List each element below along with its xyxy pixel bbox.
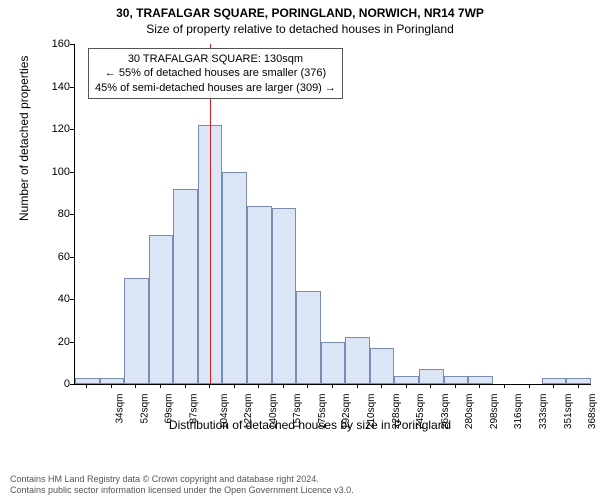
y-tick-mark — [70, 87, 74, 88]
histogram-bar — [100, 378, 125, 384]
x-tick-mark — [135, 384, 136, 388]
x-tick-label: 368sqm — [587, 394, 598, 430]
histogram-bar — [222, 172, 247, 385]
y-tick-mark — [70, 342, 74, 343]
histogram-bar — [394, 376, 419, 385]
histogram-bar — [173, 189, 198, 385]
x-tick-mark — [160, 384, 161, 388]
y-tick-label: 20 — [40, 336, 70, 348]
x-tick-label: 69sqm — [164, 394, 175, 424]
histogram-bar — [321, 342, 346, 385]
x-tick-mark — [504, 384, 505, 388]
x-tick-mark — [479, 384, 480, 388]
y-tick-label: 40 — [40, 293, 70, 305]
x-tick-mark — [357, 384, 358, 388]
x-tick-mark — [185, 384, 186, 388]
y-tick-mark — [70, 129, 74, 130]
x-tick-label: 192sqm — [342, 394, 353, 430]
histogram-bar — [272, 208, 297, 384]
x-tick-label: 52sqm — [139, 394, 150, 424]
y-tick-label: 60 — [40, 251, 70, 263]
x-tick-mark — [86, 384, 87, 388]
annotation-box: 30 TRAFALGAR SQUARE: 130sqm ← 55% of det… — [88, 48, 343, 99]
x-tick-mark — [332, 384, 333, 388]
histogram-bar — [247, 206, 272, 385]
x-tick-label: 104sqm — [219, 394, 230, 430]
x-tick-label: 34sqm — [115, 394, 126, 424]
x-tick-label: 263sqm — [440, 394, 451, 430]
page-title: 30, TRAFALGAR SQUARE, PORINGLAND, NORWIC… — [0, 0, 600, 20]
x-tick-label: 298sqm — [489, 394, 500, 430]
x-tick-label: 210sqm — [366, 394, 377, 430]
x-tick-label: 122sqm — [243, 394, 254, 430]
x-tick-label: 175sqm — [317, 394, 328, 430]
footer-text: Contains HM Land Registry data © Crown c… — [10, 474, 354, 496]
x-tick-mark — [553, 384, 554, 388]
x-tick-label: 316sqm — [514, 394, 525, 430]
annotation-line2: ← 55% of detached houses are smaller (37… — [95, 66, 336, 80]
footer-line2: Contains public sector information licen… — [10, 485, 354, 496]
y-tick-mark — [70, 384, 74, 385]
x-tick-mark — [578, 384, 579, 388]
footer-line1: Contains HM Land Registry data © Crown c… — [10, 474, 354, 485]
histogram-bar — [444, 376, 469, 385]
y-tick-label: 0 — [40, 378, 70, 390]
x-tick-label: 228sqm — [391, 394, 402, 430]
y-tick-label: 160 — [40, 38, 70, 50]
x-tick-mark — [455, 384, 456, 388]
annotation-line1: 30 TRAFALGAR SQUARE: 130sqm — [95, 52, 336, 66]
x-tick-label: 140sqm — [268, 394, 279, 430]
histogram-bar — [468, 376, 493, 385]
y-tick-label: 80 — [40, 208, 70, 220]
histogram-bar — [419, 369, 444, 384]
x-tick-label: 245sqm — [415, 394, 426, 430]
chart-area: Number of detached properties Distributi… — [30, 44, 590, 434]
y-tick-label: 120 — [40, 123, 70, 135]
x-tick-label: 157sqm — [292, 394, 303, 430]
histogram-bar — [75, 378, 100, 384]
x-tick-mark — [283, 384, 284, 388]
x-tick-mark — [258, 384, 259, 388]
x-tick-mark — [406, 384, 407, 388]
y-tick-label: 100 — [40, 166, 70, 178]
x-tick-mark — [430, 384, 431, 388]
x-tick-label: 333sqm — [538, 394, 549, 430]
y-tick-mark — [70, 172, 74, 173]
y-axis-label: Number of detached properties — [17, 56, 31, 221]
x-tick-mark — [209, 384, 210, 388]
y-tick-mark — [70, 257, 74, 258]
x-tick-mark — [234, 384, 235, 388]
histogram-bar — [566, 378, 591, 384]
histogram-bar — [149, 235, 174, 384]
y-tick-label: 140 — [40, 81, 70, 93]
x-tick-mark — [381, 384, 382, 388]
y-tick-mark — [70, 44, 74, 45]
x-tick-label: 87sqm — [189, 394, 200, 424]
x-tick-mark — [111, 384, 112, 388]
page-subtitle: Size of property relative to detached ho… — [0, 20, 600, 40]
annotation-line3: 45% of semi-detached houses are larger (… — [95, 81, 336, 95]
y-tick-mark — [70, 214, 74, 215]
x-tick-mark — [307, 384, 308, 388]
x-tick-label: 351sqm — [563, 394, 574, 430]
x-tick-label: 280sqm — [464, 394, 475, 430]
histogram-bar — [296, 291, 321, 385]
histogram-bar — [345, 337, 370, 384]
histogram-bar — [124, 278, 149, 384]
histogram-bar — [370, 348, 395, 384]
x-tick-mark — [529, 384, 530, 388]
y-tick-mark — [70, 299, 74, 300]
